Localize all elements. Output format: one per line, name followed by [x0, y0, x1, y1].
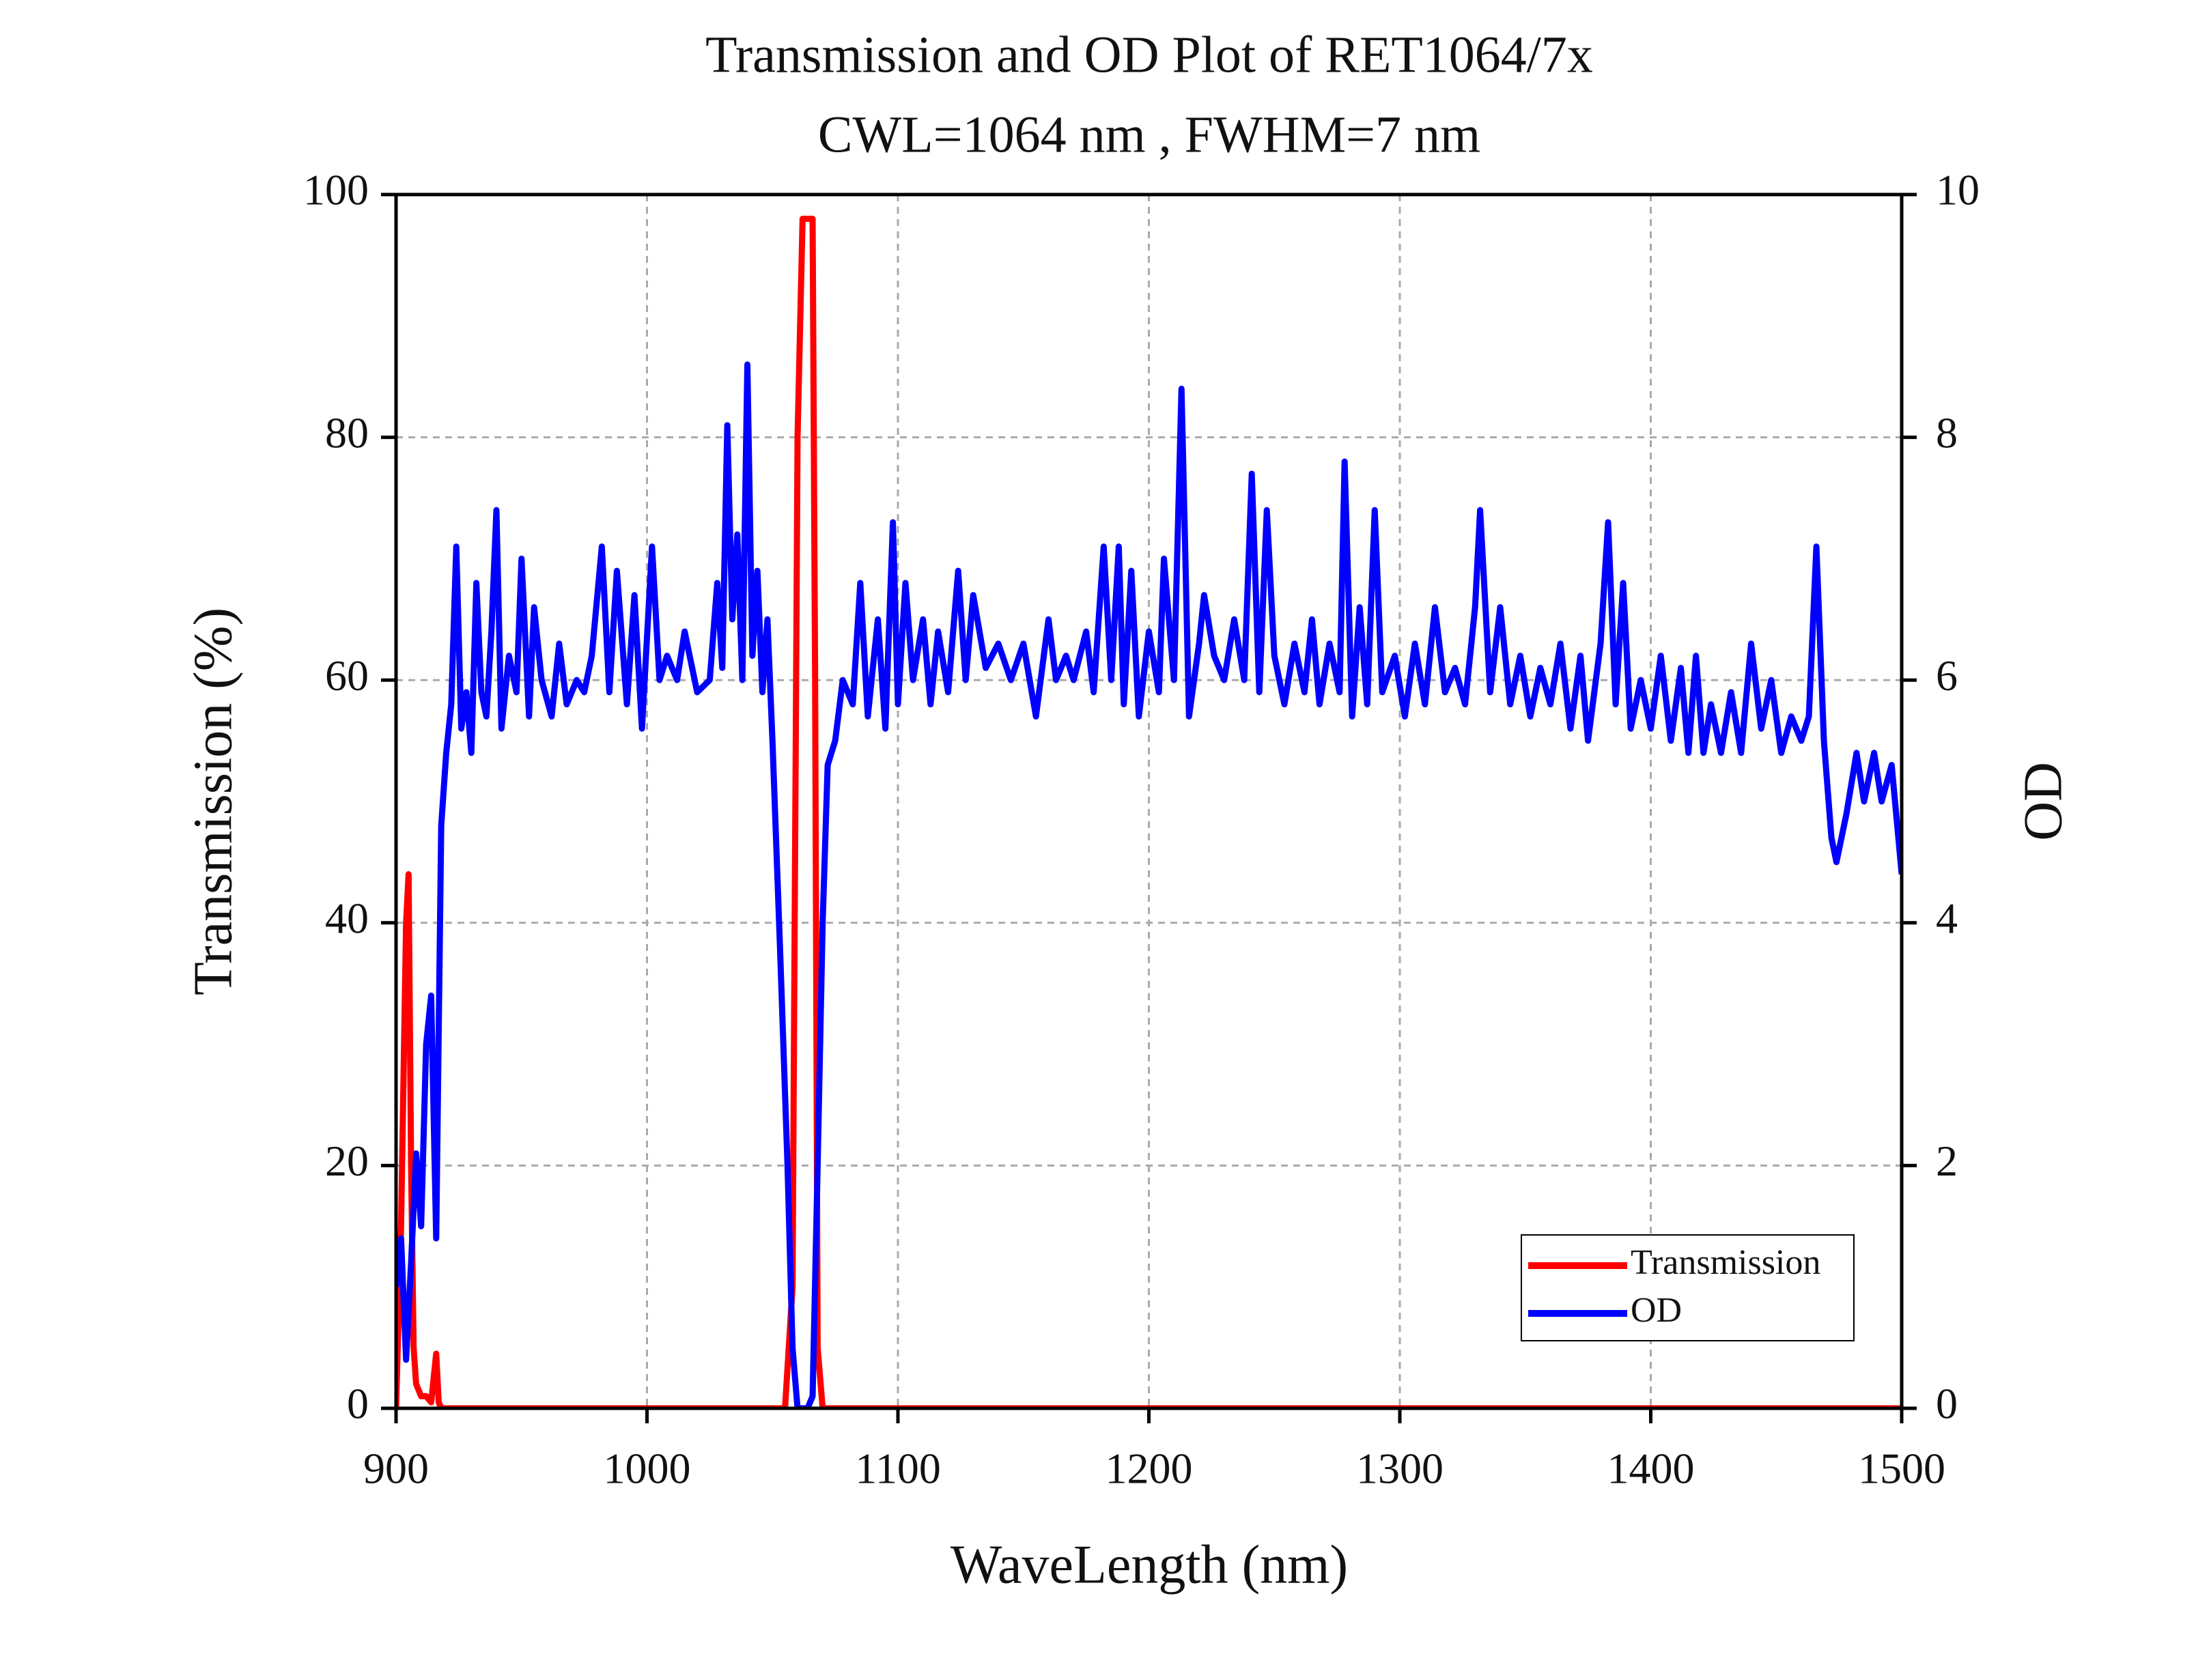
- plot-frame: [394, 193, 1904, 1410]
- x-axis-label: WaveLength (nm): [951, 1535, 1348, 1595]
- x-tick-label: 1200: [1106, 1444, 1193, 1493]
- y2-tick-label: 6: [1936, 651, 1958, 700]
- y-tick-label: 100: [303, 166, 369, 214]
- series-line: [396, 216, 1902, 1408]
- y2-tick-label: 8: [1936, 408, 1958, 457]
- x-tick-label: 1100: [855, 1444, 941, 1493]
- y2-tick-label: 10: [1936, 166, 1980, 214]
- y2-tick-label: 2: [1936, 1137, 1958, 1185]
- plot-area: [396, 216, 1902, 1408]
- y2-tick-label: 0: [1936, 1380, 1958, 1428]
- y-tick-label: 40: [325, 894, 369, 942]
- y-tick-label: 60: [325, 651, 369, 700]
- y-tick-label: 20: [325, 1137, 369, 1185]
- x-tick-label: 1500: [1858, 1444, 1945, 1493]
- y2-axis-label: OD: [2013, 762, 2073, 841]
- y2-tick-label: 4: [1936, 894, 1958, 942]
- x-tick-label: 1400: [1607, 1444, 1695, 1493]
- series-line: [396, 361, 1902, 1408]
- y-axis-label: Transmission (%): [183, 608, 243, 995]
- legend-box: [1521, 1234, 1855, 1341]
- x-tick-label: 900: [363, 1444, 429, 1493]
- x-tick-label: 1000: [604, 1444, 691, 1493]
- x-tick-label: 1300: [1356, 1444, 1444, 1493]
- chart-subtitle: CWL=1064 nm , FWHM=7 nm: [818, 106, 1480, 163]
- y-tick-label: 0: [347, 1380, 369, 1428]
- chart-title: Transmission and OD Plot of RET1064/7x: [705, 26, 1593, 83]
- legend-label: OD: [1631, 1291, 1682, 1330]
- y-tick-label: 80: [325, 408, 369, 457]
- legend-label: Transmission: [1631, 1243, 1820, 1282]
